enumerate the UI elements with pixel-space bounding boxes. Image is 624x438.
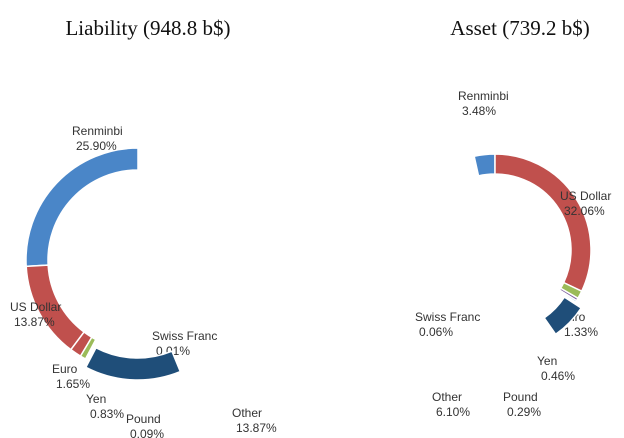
segment-label: Swiss Franc [152,329,217,343]
value-label: 1.33% [564,325,598,339]
segment-label: Yen [537,354,557,368]
value-label: 0.46% [541,369,575,383]
donut-segment [473,153,496,177]
donut-segment [494,153,592,293]
donut-segment [557,290,577,304]
value-label: 13.87% [236,421,277,435]
value-label: 13.87% [14,315,55,329]
donut-segment [25,147,139,268]
value-label: 6.10% [436,405,470,419]
value-label: 1.65% [56,377,90,391]
segment-label: Swiss Franc [415,310,480,324]
segment-label: Renminbi [458,89,509,103]
chart-title: Asset (739.2 b$) [450,16,589,40]
segment-label: Pound [503,390,538,404]
donut-segment [25,264,86,351]
segment-label: US Dollar [560,189,611,203]
value-label: 3.48% [462,104,496,118]
segment-label: Pound [126,412,161,426]
segment-label: Yen [86,392,106,406]
value-label: 0.09% [130,427,164,438]
segment-label: Other [232,406,262,420]
segment-label: Renminbi [72,124,123,138]
donut-segment [543,296,583,336]
segment-label: Euro [52,362,78,376]
value-label: 32.06% [564,204,605,218]
value-label: 0.83% [90,407,124,421]
segment-label: Other [432,390,462,404]
chart-title: Liability (948.8 b$) [65,16,230,40]
donut-segment [69,330,93,358]
value-label: 0.29% [507,405,541,419]
segment-label: US Dollar [10,300,61,314]
value-label: 0.06% [419,325,453,339]
donut-segment [85,338,98,361]
donut-segment [84,346,182,381]
value-label: 25.90% [76,139,117,153]
